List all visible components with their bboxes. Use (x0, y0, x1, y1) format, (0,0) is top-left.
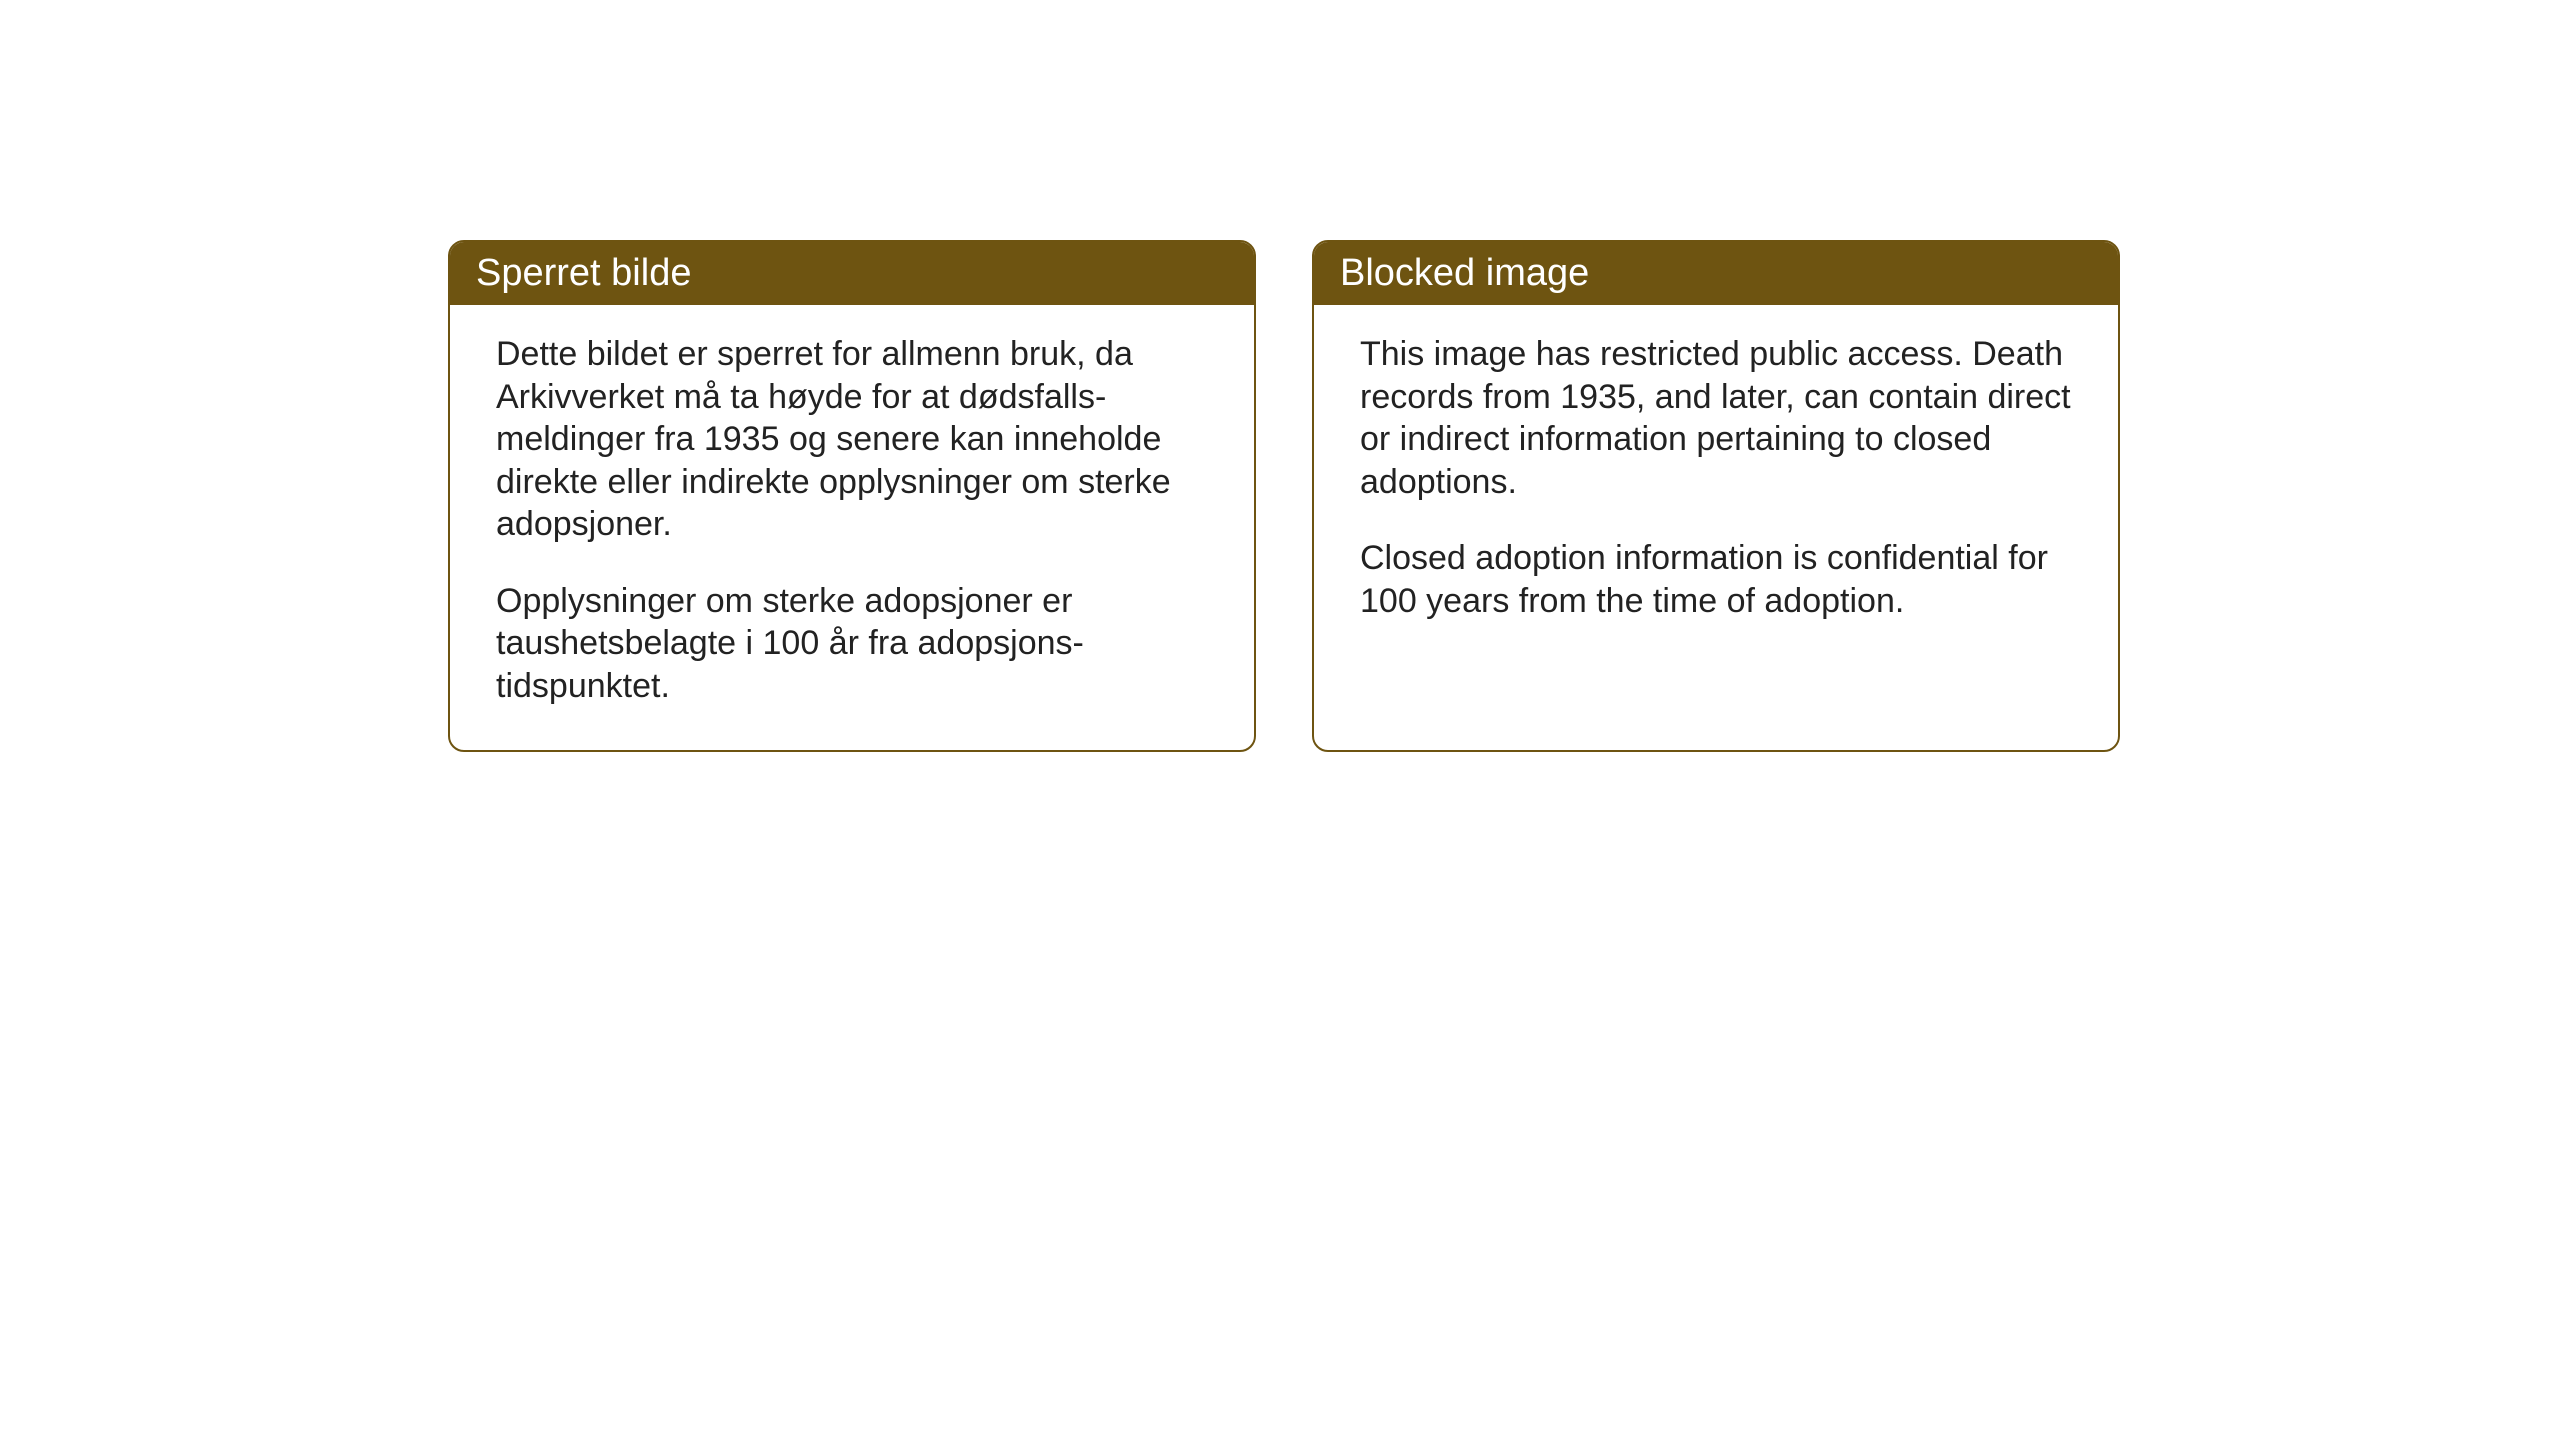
notice-body-english: This image has restricted public access.… (1314, 305, 2118, 658)
notice-body-norwegian: Dette bildet er sperret for allmenn bruk… (450, 305, 1254, 743)
notice-header-norwegian: Sperret bilde (450, 242, 1254, 305)
notice-header-english: Blocked image (1314, 242, 2118, 305)
notice-paragraph: Opplysninger om sterke adopsjoner er tau… (496, 580, 1208, 708)
notice-paragraph: This image has restricted public access.… (1360, 333, 2072, 503)
notice-box-english: Blocked image This image has restricted … (1312, 240, 2120, 752)
notice-box-norwegian: Sperret bilde Dette bildet er sperret fo… (448, 240, 1256, 752)
notice-paragraph: Dette bildet er sperret for allmenn bruk… (496, 333, 1208, 546)
notice-container: Sperret bilde Dette bildet er sperret fo… (0, 0, 2560, 752)
notice-paragraph: Closed adoption information is confident… (1360, 537, 2072, 622)
